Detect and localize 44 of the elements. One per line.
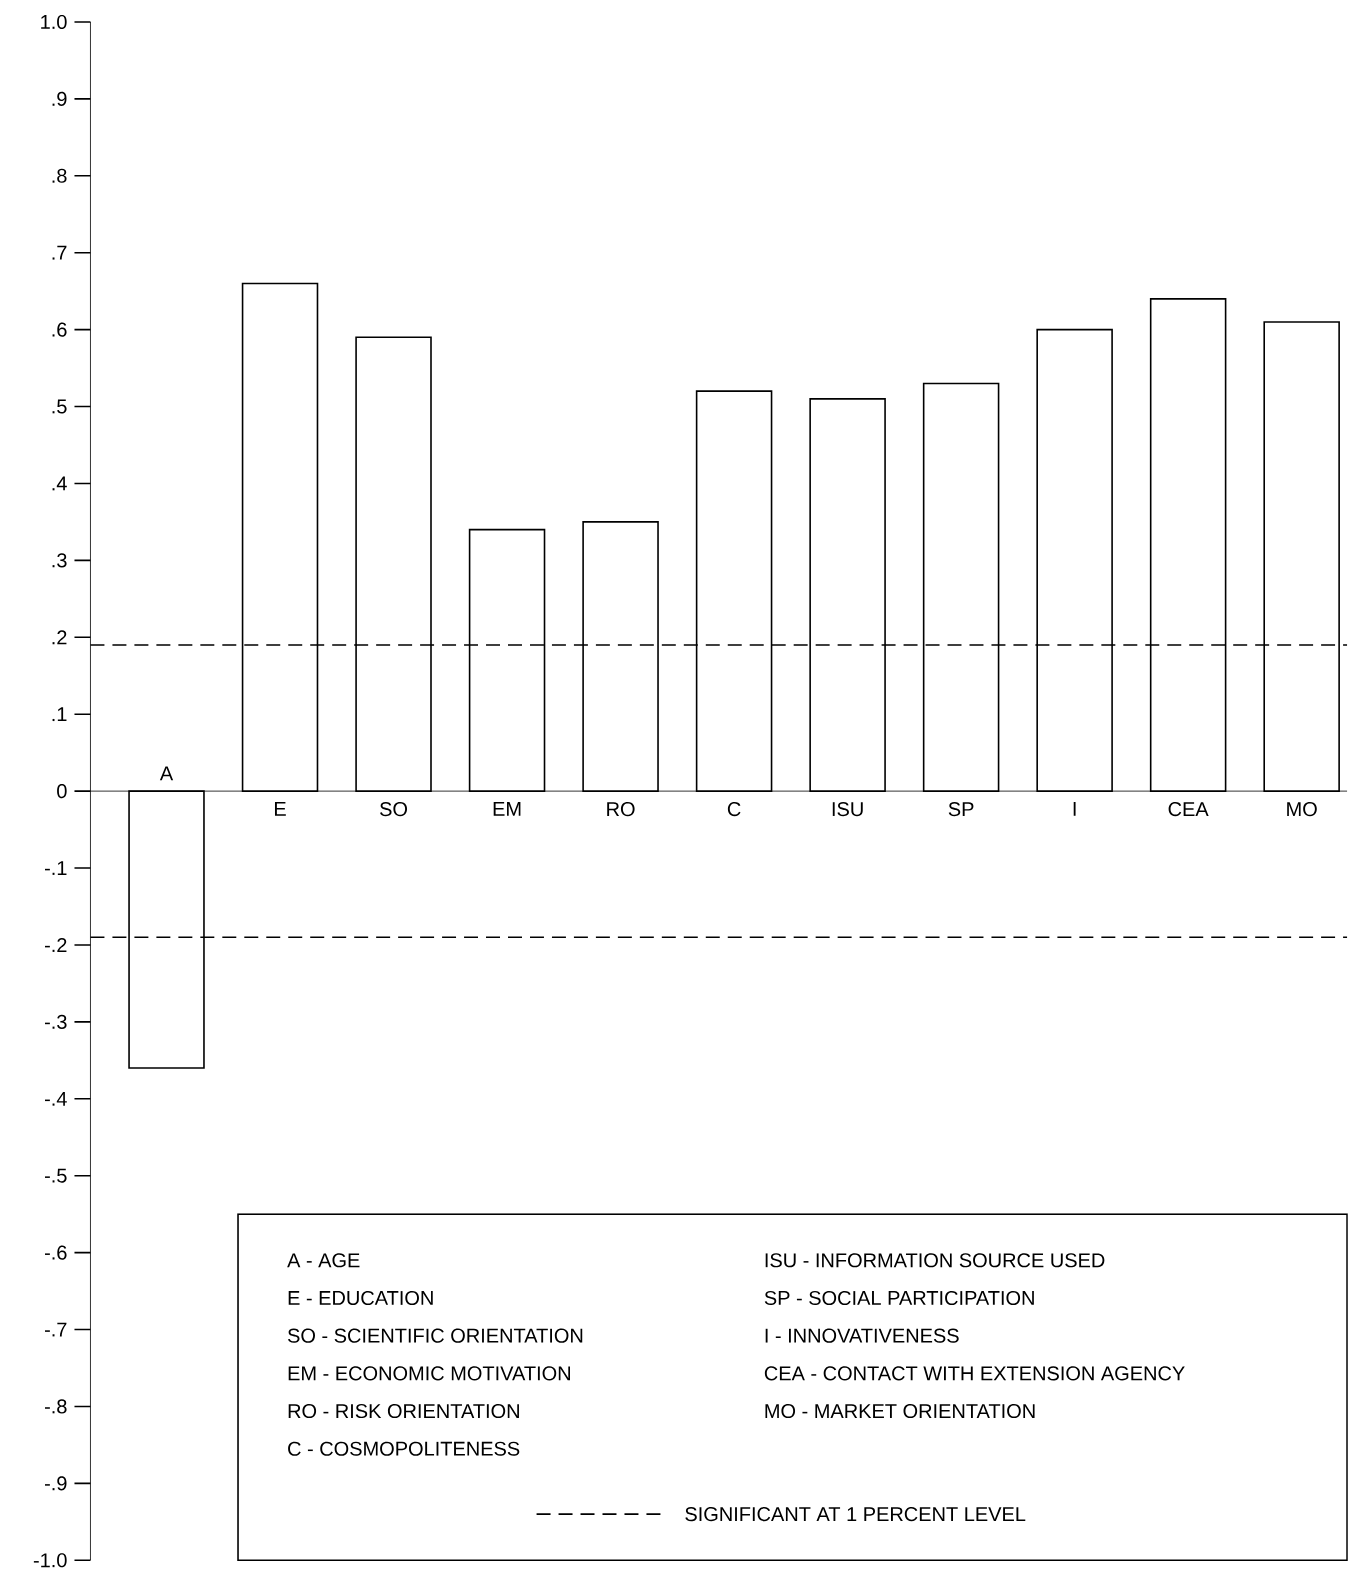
y-tick-label: -.8 <box>45 1399 67 1414</box>
annotation: ISU - INFORMATION SOURCE USED <box>765 1253 1105 1268</box>
y-tick-label: -.9 <box>45 1476 67 1491</box>
annotation: I - INNOVATIVENESS <box>765 1328 959 1343</box>
annotation: SP - SOCIAL PARTICIPATION <box>764 1290 1034 1306</box>
y-tick-label: -.2 <box>45 937 67 952</box>
annotation: RO - RISK ORIENTATION <box>288 1403 520 1419</box>
y-tick-label: .4 <box>52 476 67 491</box>
y-tick-label: -.5 <box>45 1168 67 1183</box>
ref-line-label: SIGNIFICANT AT 1 PERCENT LEVEL <box>685 1507 1026 1522</box>
annotation: MO - MARKET ORIENTATION <box>765 1403 1035 1419</box>
annotation: A - AGE <box>287 1253 360 1268</box>
y-tick-label: -.1 <box>45 861 67 875</box>
annotation: SO - SCIENTIFIC ORIENTATION <box>288 1328 583 1343</box>
y-tick-label: 1.0 <box>41 14 67 30</box>
y-tick-label: -.4 <box>45 1091 67 1106</box>
x-tick-label: CEA <box>1168 802 1209 817</box>
y-tick-label: .9 <box>52 91 67 106</box>
y-tick-label: .1 <box>52 707 67 722</box>
x-tick-label: E <box>275 802 286 816</box>
y-tick-label: .6 <box>52 322 67 337</box>
y-tick-label: -.7 <box>45 1322 67 1337</box>
x-tick-label: RO <box>607 802 635 817</box>
y-tick-label: -1.0 <box>33 1553 67 1568</box>
annotation: E - EDUCATION <box>288 1290 433 1306</box>
annotation: EM - ECONOMIC MOTIVATION <box>288 1366 571 1381</box>
annotation: C - COSMOPOLITENESS <box>288 1441 520 1456</box>
y-tick-label: .2 <box>52 630 67 645</box>
y-tick-label: -.6 <box>45 1245 67 1260</box>
y-tick-label: .7 <box>52 245 67 260</box>
x-tick-label: EM <box>493 802 521 816</box>
y-tick-label: 0 <box>57 784 67 799</box>
y-tick-label: -.3 <box>45 1014 67 1029</box>
x-tick-label: MO <box>1287 802 1317 817</box>
y-tick-label: .3 <box>52 553 67 568</box>
y-tick-label: .5 <box>52 399 67 414</box>
x-tick-label: I <box>1073 802 1076 816</box>
annotation: CEA - CONTACT WITH EXTENSION AGENCY <box>764 1366 1185 1381</box>
y-tick-label: .8 <box>52 168 67 183</box>
x-tick-label: A <box>159 766 174 781</box>
x-tick-label: ISU <box>832 802 863 817</box>
x-tick-label: SO <box>380 802 408 817</box>
x-tick-label: C <box>727 802 741 817</box>
x-tick-label: SP <box>948 802 974 817</box>
